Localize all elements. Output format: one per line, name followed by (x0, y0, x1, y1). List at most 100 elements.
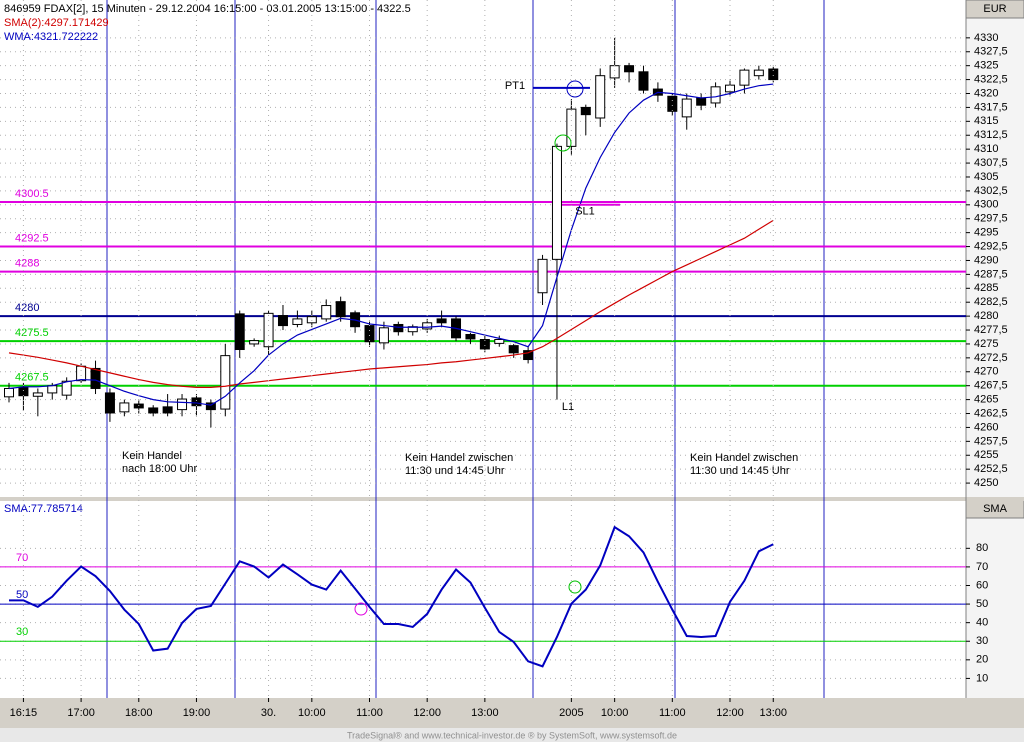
candle-body (133, 403, 144, 409)
candle-body (119, 402, 130, 413)
x-tick-label: 13:00 (471, 707, 499, 719)
y-tick-label: 10 (976, 672, 988, 684)
candle-body (321, 305, 332, 320)
oscillator-line (9, 525, 774, 668)
annotation-label: PT1 (505, 80, 525, 92)
candle-body (364, 325, 375, 343)
candle-body (537, 258, 548, 294)
candle-body (523, 350, 534, 361)
footer-bar (0, 728, 1024, 742)
candle-body (61, 380, 72, 396)
level-label: 30 (16, 626, 28, 638)
candle-body (681, 98, 692, 118)
x-tick-label: 10:00 (601, 707, 629, 719)
candle-body (277, 315, 288, 327)
y-tick-label: 4295 (974, 227, 998, 239)
candle-body (104, 392, 115, 414)
y-tick-label: 4277,5 (974, 324, 1008, 336)
candle-body (306, 316, 317, 324)
level-label: 70 (16, 552, 28, 564)
candle-body (205, 402, 216, 411)
signal-circle (568, 580, 582, 594)
candle-body (220, 355, 231, 410)
y-tick-label: 60 (976, 579, 988, 591)
level-label: 4288 (15, 258, 39, 270)
candle-body (292, 318, 303, 325)
x-tick-label: 13:00 (759, 707, 787, 719)
candle-body (162, 406, 173, 414)
candle-body (551, 145, 562, 260)
y-tick-label: 4287,5 (974, 268, 1008, 280)
x-tick-label: 19:00 (183, 707, 211, 719)
level-label: 50 (16, 589, 28, 601)
y-tick-label: 40 (976, 617, 988, 629)
axis-label: EUR (983, 3, 1006, 15)
y-tick-label: 4317,5 (974, 101, 1008, 113)
x-tick-label: 10:00 (298, 707, 326, 719)
y-tick-label: 4255 (974, 449, 998, 461)
level-label: 4275.5 (15, 327, 49, 339)
x-axis-panel (0, 698, 1024, 728)
note: Kein Handel (122, 450, 182, 462)
candle-body (580, 106, 591, 116)
candle-body (753, 69, 764, 77)
indicator-line (8, 83, 774, 406)
y-tick-label: 4327,5 (974, 46, 1008, 58)
note: 11:30 und 14:45 Uhr (690, 465, 790, 477)
annotation-label: L1 (562, 401, 574, 413)
x-tick-label: 18:00 (125, 707, 153, 719)
candle-body (177, 398, 188, 411)
y-tick-label: 4320 (974, 87, 998, 99)
y-tick-label: 70 (976, 561, 988, 573)
indicator-line (8, 219, 774, 388)
y-tick-label: 4267,5 (974, 380, 1008, 392)
candle-body (739, 69, 750, 86)
level-label: 4292.5 (15, 232, 49, 244)
level-label: 4267.5 (15, 372, 49, 384)
y-tick-label: 4302,5 (974, 185, 1008, 197)
candle-body (76, 365, 87, 382)
candle-body (234, 313, 245, 351)
y-tick-label: 4282,5 (974, 296, 1008, 308)
candle-body (710, 86, 721, 104)
candle-body (638, 71, 649, 91)
candle-body (595, 75, 606, 119)
legend-entry: WMA:4321.722222 (4, 31, 98, 43)
y-tick-label: 4290 (974, 254, 998, 266)
panel-separator (0, 497, 1024, 501)
y-tick-label: 4257,5 (974, 435, 1008, 447)
note: 11:30 und 14:45 Uhr (405, 465, 505, 477)
y-tick-label: 4250 (974, 477, 998, 489)
candle-body (465, 333, 476, 340)
day-separators (106, 0, 825, 698)
signal-circle (354, 602, 368, 616)
chart-title: 846959 FDAX[2], 15 Minuten - 29.12.2004 … (4, 3, 411, 15)
y-tick-label: 4292,5 (974, 240, 1008, 252)
y-tick-label: 4262,5 (974, 407, 1008, 419)
y-tick-label: 4260 (974, 421, 998, 433)
candle-body (768, 68, 779, 81)
y-tick-label: 4252,5 (974, 463, 1008, 475)
y-tick-label: 4305 (974, 171, 998, 183)
candle-body (90, 367, 101, 389)
level-label: 4280 (15, 302, 39, 314)
axis-label: SMA (983, 503, 1008, 515)
candle-body (249, 340, 260, 345)
y-tick-label: 4315 (974, 115, 998, 127)
x-tick-label: 2005 (559, 707, 583, 719)
signal-circle (554, 134, 572, 152)
y-tick-label: 4275 (974, 338, 998, 350)
x-tick-label: 12:00 (413, 707, 441, 719)
candle-body (32, 392, 43, 397)
y-tick-label: 50 (976, 598, 988, 610)
candle-body (609, 65, 620, 79)
level-label: 4300.5 (15, 188, 49, 200)
x-tick-label: 11:00 (659, 707, 686, 719)
annotation-label: SL1 (575, 206, 595, 218)
candle-body (696, 97, 707, 106)
x-tick-label: 11:00 (356, 707, 383, 719)
candle-body (479, 338, 490, 350)
candle-body (148, 407, 159, 414)
x-tick-label: 12:00 (716, 707, 744, 719)
